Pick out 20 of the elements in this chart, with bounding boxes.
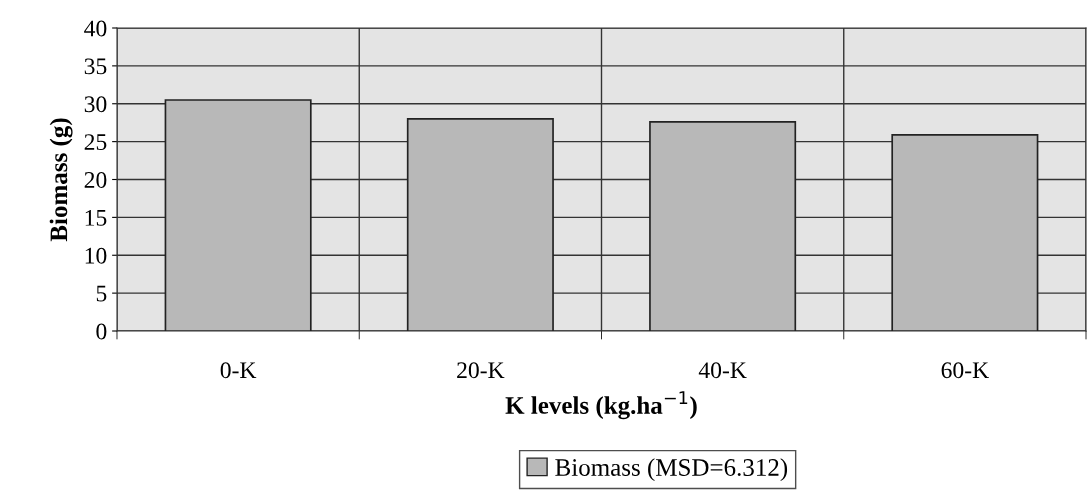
bar: [164, 99, 312, 331]
x-tick-label: 60-K: [941, 362, 989, 379]
bar: [649, 121, 797, 331]
y-tick-label: 10: [85, 247, 107, 264]
y-tick-label: 0: [96, 323, 107, 340]
bar: [406, 118, 554, 331]
y-tick-label: 5: [96, 285, 107, 302]
y-tick-label: 25: [84, 134, 107, 151]
y-tick-label: 15: [85, 209, 107, 226]
x-tick-label: 0-K: [220, 362, 257, 379]
bar: [891, 133, 1039, 331]
legend-label: Biomass (MSD=6.312): [555, 458, 788, 481]
y-tick-label: 20: [84, 171, 107, 188]
x-tick-label: 20-K: [457, 362, 505, 379]
y-tick-label: 30: [84, 96, 107, 113]
x-axis-title: K levels (kg.ha$^{−1}$): [505, 391, 697, 420]
x-tick-label: 40-K: [698, 362, 747, 379]
y-tick-label: 40: [84, 20, 107, 37]
y-axis-title: Biomass (g): [49, 118, 73, 242]
y-tick-label: 35: [84, 58, 107, 75]
